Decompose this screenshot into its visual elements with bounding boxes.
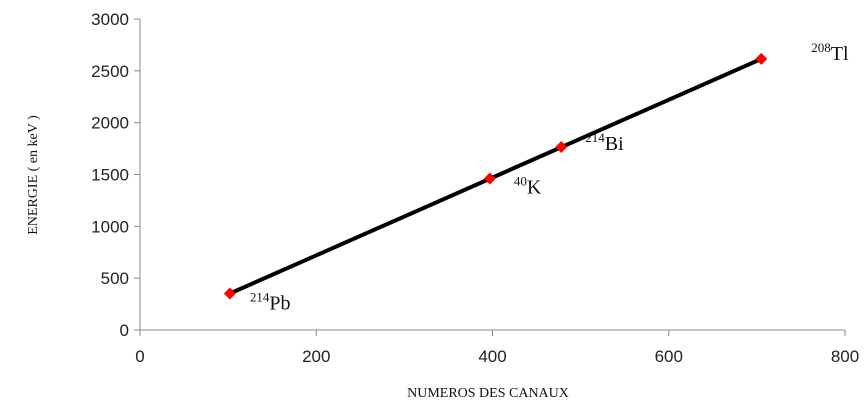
isotope-symbol: Pb [269,293,290,315]
y-tick-label: 0 [120,321,129,340]
data-point-marker [223,287,236,300]
isotope-symbol: Bi [605,133,624,155]
x-tick-label: 600 [655,347,683,366]
isotope-mass-number: 40 [514,174,527,189]
x-tick-label: 0 [135,347,144,366]
data-point-marker [483,172,496,185]
isotope-mass-number: 214 [250,290,270,305]
isotope-label: 40K [514,174,542,199]
x-axis-ticks: 0 200 400 600 800 [135,330,859,366]
y-tick-label: 2000 [91,114,129,133]
data-points [223,52,768,300]
y-tick-label: 500 [101,269,129,288]
y-tick-label: 1000 [91,217,129,236]
y-tick-label: 3000 [91,10,129,29]
isotope-label: 214Bi [585,130,624,155]
y-axis-ticks: 0 500 1000 1500 2000 2500 3000 [91,10,140,340]
trend-line [227,56,764,296]
x-axis-title: NUMEROS DES CANAUX [407,386,569,401]
y-tick-label: 1500 [91,166,129,185]
isotope-mass-number: 214 [585,130,605,145]
x-tick-label: 800 [831,347,859,366]
isotope-mass-number: 208 [811,40,831,55]
isotope-symbol: K [527,177,542,199]
isotope-label: 214Pb [250,290,291,315]
y-axis-title: ENERGIE ( en keV ) [26,115,41,235]
x-tick-label: 200 [302,347,330,366]
x-tick-label: 400 [478,347,506,366]
y-tick-label: 2500 [91,62,129,81]
isotope-label: 208Tl [811,40,849,65]
data-point-marker [555,141,568,154]
isotope-symbol: Tl [831,43,849,65]
data-point-marker [755,52,768,65]
